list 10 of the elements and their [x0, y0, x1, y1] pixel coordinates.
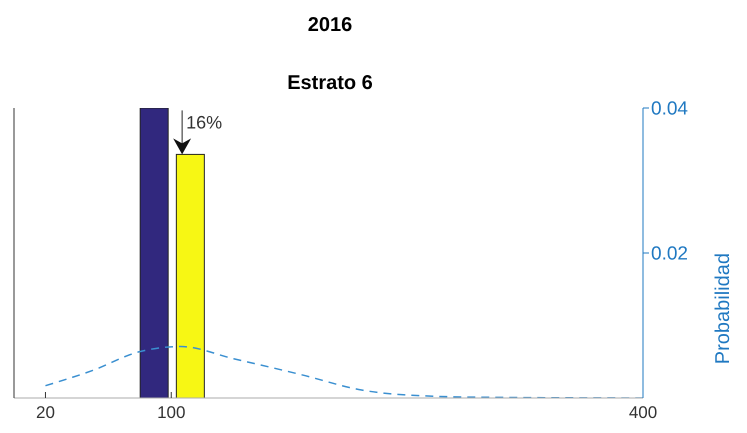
chart-title: 2016 [306, 14, 354, 37]
y2-axis-title: Probabilidad [712, 253, 734, 364]
chart-subtitle: Estrato 6 [286, 72, 374, 95]
x-tick-label: 400 [628, 403, 658, 422]
annotation: 16% [186, 112, 222, 132]
x-tick-label: 100 [157, 403, 186, 422]
y2-tick-label: 0.02 [651, 244, 688, 265]
x-tick-label: 20 [36, 403, 55, 422]
line-series [44, 346, 643, 398]
y2-tick-label: 0.04 [651, 98, 688, 120]
